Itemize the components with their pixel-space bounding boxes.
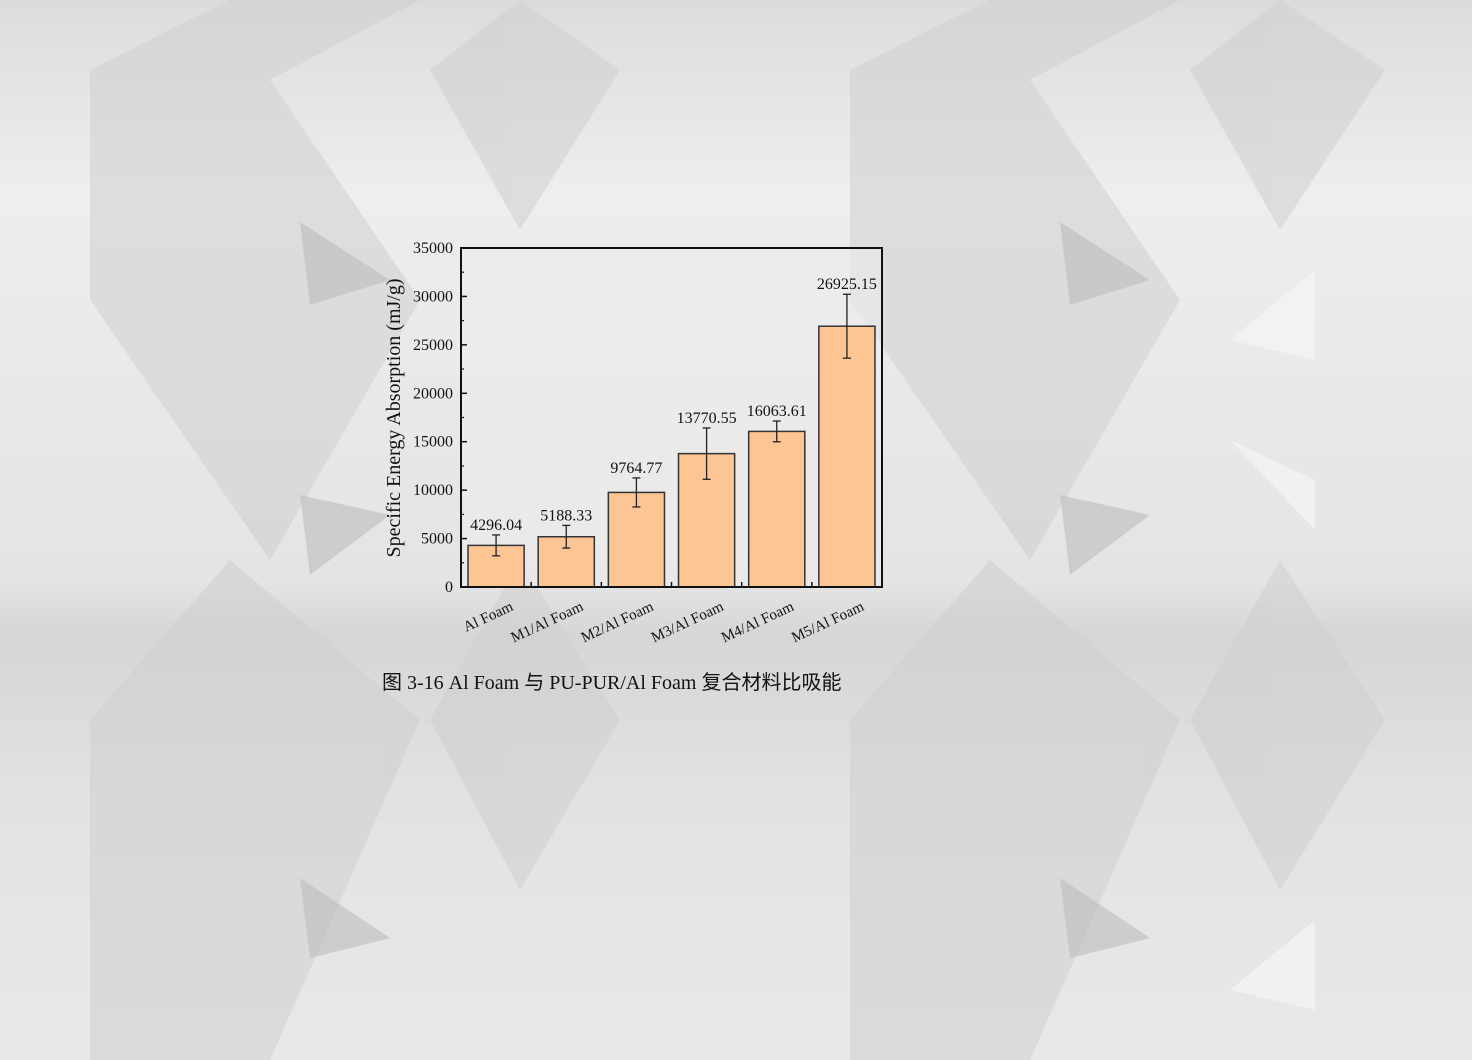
figure-caption: 图 3-16 Al Foam 与 PU-PUR/Al Foam 复合材料比吸能 xyxy=(382,672,842,694)
y-tick-label: 5000 xyxy=(421,531,453,548)
y-tick-label: 0 xyxy=(445,579,453,596)
plot-area xyxy=(461,248,882,587)
y-axis-title: Specific Energy Absorption (mJ/g) xyxy=(383,278,405,557)
x-tick-label: M4/Al Foam xyxy=(719,599,797,647)
y-tick-label: 25000 xyxy=(413,337,453,354)
data-label: 9764.77 xyxy=(610,460,662,477)
data-label: 13770.55 xyxy=(677,410,737,427)
bar xyxy=(818,325,876,588)
bar xyxy=(747,430,806,588)
x-tick-label: M5/Al Foam xyxy=(789,599,867,647)
y-tick-label: 35000 xyxy=(413,240,453,257)
x-tick-label: M3/Al Foam xyxy=(649,599,727,647)
error-bars-group xyxy=(492,293,851,557)
y-axis: 0 5000 10000 15000 20000 25000 30000 35000 xyxy=(413,240,467,596)
data-label: 26925.15 xyxy=(817,276,877,293)
y-tick-label: 30000 xyxy=(413,288,453,305)
y-tick-label: 15000 xyxy=(413,434,453,451)
data-label: 16063.61 xyxy=(747,403,807,420)
data-label: 4296.04 xyxy=(470,517,522,534)
x-tick-label: M2/Al Foam xyxy=(579,599,657,647)
x-tick-label: M1/Al Foam xyxy=(509,599,587,647)
y-tick-label: 20000 xyxy=(413,385,453,402)
y-tick-label: 10000 xyxy=(413,482,453,499)
x-tick-label: Al Foam xyxy=(461,599,516,636)
data-labels-group: 4296.04 5188.33 9764.77 13770.55 16063.61 269… xyxy=(470,276,877,534)
data-label: 5188.33 xyxy=(540,507,592,524)
